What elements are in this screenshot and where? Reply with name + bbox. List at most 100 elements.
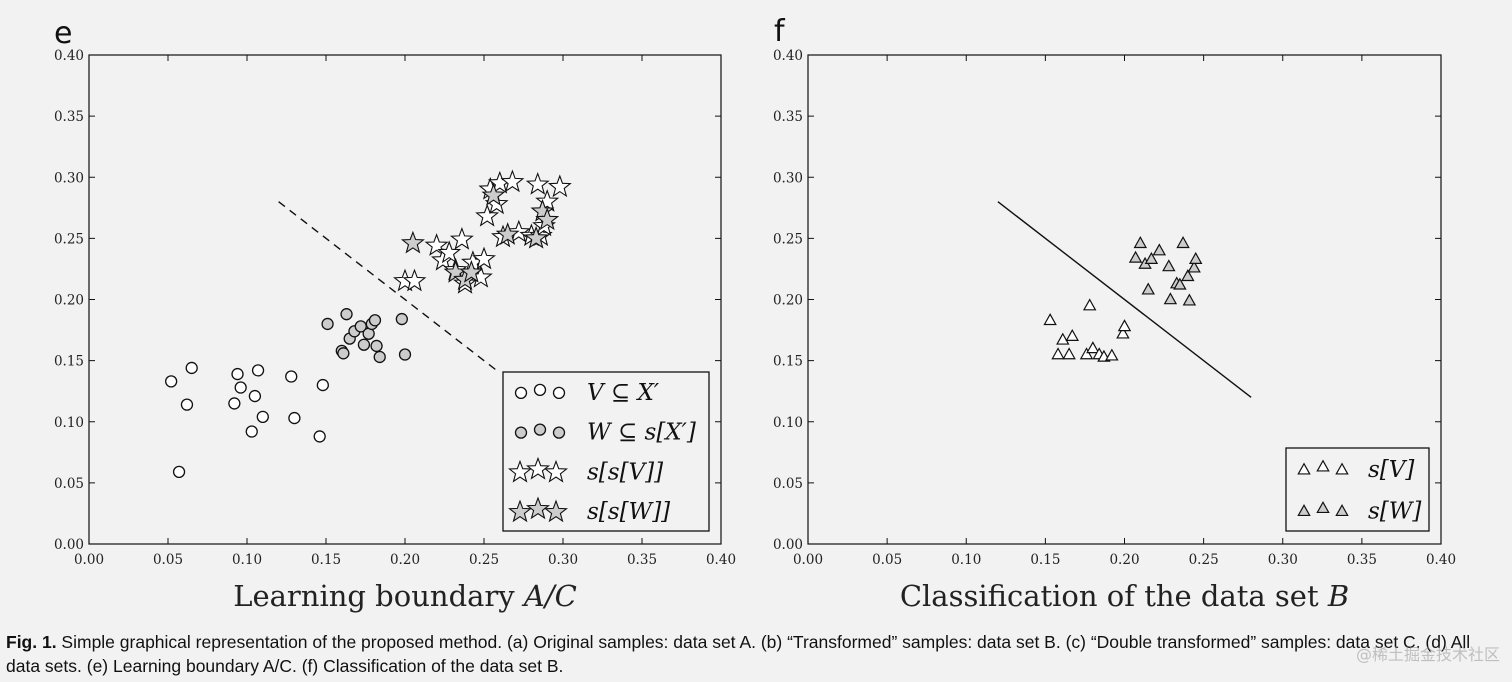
data-point [231,367,244,381]
data-point [1116,326,1130,339]
legend: s[V] s[W] [1285,447,1430,532]
data-point [1182,293,1197,306]
data-point [1162,259,1176,272]
y-tick-label: 0.20 [773,293,803,309]
data-point [180,398,194,411]
data-point [424,233,449,256]
legend-box [1285,447,1430,532]
data-point [313,430,326,443]
data-point [400,230,425,254]
data-point [472,246,496,270]
x-tick-label: 0.00 [74,552,104,568]
decision-boundary [278,201,501,374]
legend-marker [514,426,528,439]
y-tick-label: 0.10 [54,415,84,431]
x-tick-label: 0.05 [872,552,902,568]
caption-label: Fig. 1. [6,632,57,652]
y-tick-label: 0.25 [54,231,84,247]
data-point [1079,347,1094,360]
data-point [256,410,269,424]
x-tick-label: 0.35 [1347,552,1377,568]
data-point [1128,250,1143,263]
x-tick-label: 0.20 [390,552,420,568]
legend-marker [543,459,569,483]
data-point [285,370,298,383]
y-tick-label: 0.20 [54,293,84,309]
legend-marker [543,499,569,523]
legend-marker [507,499,533,523]
data-point [1181,269,1195,282]
data-point [1065,328,1080,341]
data-point [245,425,258,438]
legend-label: W ⊆ s[X′] [587,420,696,446]
data-point [357,338,371,351]
y-tick-label: 0.00 [54,537,84,553]
y-tick-label: 0.35 [773,109,803,125]
data-point [1051,347,1065,360]
data-point [1105,348,1119,361]
legend-marker [514,386,528,400]
data-point [547,174,572,198]
data-point [368,314,382,327]
legend-label: s[s[V]] [587,459,663,485]
data-point [251,364,265,377]
y-tick-label: 0.10 [773,415,803,431]
data-point [500,169,525,193]
data-point [373,350,386,364]
x-tick-label: 0.10 [232,552,262,568]
y-tick-label: 0.40 [54,48,84,64]
legend-marker [1297,462,1311,475]
chart-panel-e: e 0.00 0.05 0.10 0.15 0.20 0.25 0.30 0.35 0.40 0.0… [54,16,736,613]
y-tick-label: 0.05 [54,476,84,492]
y-tick-label: 0.15 [54,354,84,370]
data-point [1187,260,1201,273]
data-point [1176,236,1190,249]
figure: e 0.00 0.05 0.10 0.15 0.20 0.25 0.30 0.35 0.40 0.0… [54,14,1456,613]
legend-label: V ⊆ X′ [587,380,660,406]
data-point [1082,298,1097,311]
decision-boundary [997,201,1252,398]
watermark: @稀土掘金技术社区 [1355,645,1500,664]
legend-marker [507,459,533,483]
legend-marker [1316,459,1330,472]
x-tick-label: 0.40 [1426,552,1456,568]
data-point [172,465,186,479]
series-0 [165,361,329,479]
y-tick-label: 0.30 [54,170,84,186]
legend-marker [1335,462,1349,475]
legend-marker [525,456,551,480]
data-point [288,411,301,425]
x-tick-label: 0.30 [1268,552,1298,568]
data-point [1117,319,1132,332]
data-point [1152,243,1167,256]
legend: V ⊆ X′ W ⊆ s[X′] s[s[V]] s[s[W]] [502,371,710,532]
series-1 [1128,236,1203,306]
data-point [337,347,350,360]
data-point [1086,341,1100,354]
data-point [1144,251,1159,264]
figure-caption: Fig. 1. Simple graphical representation … [6,630,1506,678]
data-point [402,268,427,292]
data-point [1188,251,1203,264]
series-0 [1043,298,1132,362]
x-tick-label: 0.20 [1109,552,1139,568]
x-tick-label: 0.25 [1189,552,1219,568]
data-point [495,222,520,245]
x-tick-label: 0.10 [951,552,981,568]
legend-marker [1335,504,1349,517]
x-axis-label-math: B [1327,579,1349,613]
data-point [1043,313,1057,326]
panel-letter: e [54,16,72,51]
data-point [248,389,262,403]
y-tick-label: 0.05 [773,476,803,492]
y-tick-label: 0.15 [773,354,803,370]
legend-label: s[W] [1368,498,1421,524]
y-tick-label: 0.30 [773,170,803,186]
data-point [525,172,550,195]
x-tick-label: 0.30 [548,552,578,568]
legend-marker [1316,501,1330,514]
legend-marker [552,426,566,439]
x-axis-label: Classification of the data set B [900,579,1349,613]
legend-marker [525,496,551,520]
data-point [165,375,178,388]
